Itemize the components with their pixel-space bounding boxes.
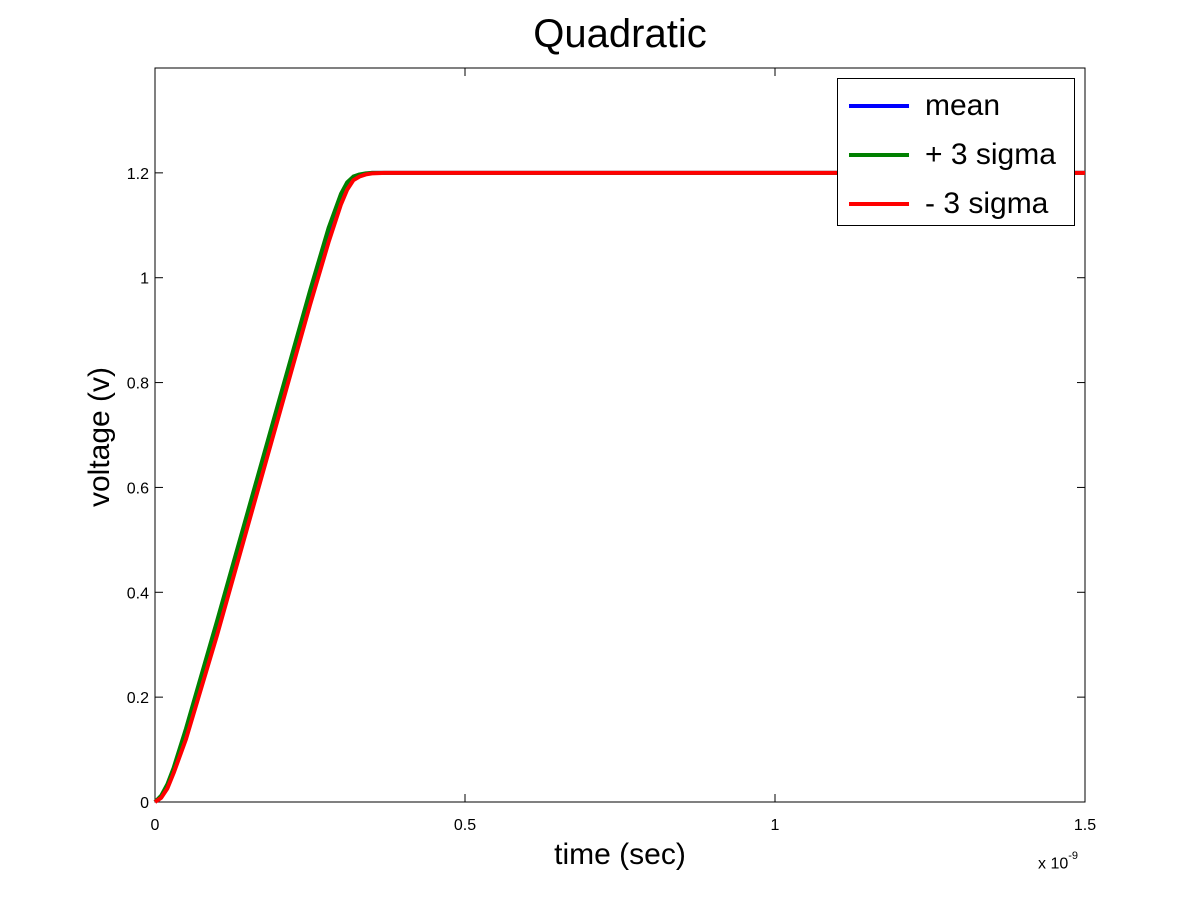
y-tick-label: 0.4 [127,585,149,602]
y-tick-label: 1 [140,271,149,288]
x-tick-label: 0 [151,817,160,834]
x-axis-exponent: x 10-9 [1038,850,1079,873]
legend: mean + 3 sigma - 3 sigma [837,78,1075,226]
y-tick-label: 0.6 [127,480,149,497]
legend-entry-plus-3-sigma: + 3 sigma [838,137,1074,177]
legend-swatch-plus-3-sigma [849,153,909,157]
x-tick-label: 0.5 [454,817,476,834]
y-axis-label: voltage (v) [83,366,116,508]
series-layer [153,170,1085,804]
series-line-mean [153,170,1085,804]
series-line-plus-3-sigma [153,170,1085,804]
legend-swatch-minus-3-sigma [849,202,909,206]
legend-label-plus-3-sigma: + 3 sigma [925,138,1056,171]
legend-swatch-mean [849,104,909,108]
x-tick-label: 1.5 [1074,817,1096,834]
x-tick-label: 1 [771,817,780,834]
legend-entry-mean: mean [838,88,1074,128]
axes-layer: 0 0.5 1 1.5 0 0.2 0.4 0.6 0.8 1 1.2 [127,67,1096,834]
legend-label-mean: mean [925,89,1001,122]
legend-entry-minus-3-sigma: - 3 sigma [838,186,1074,226]
y-tick-label: 0 [140,795,149,812]
series-line-minus-3-sigma [153,170,1085,804]
x-axis-label: time (sec) [554,838,686,871]
legend-label-minus-3-sigma: - 3 sigma [925,187,1049,220]
x-exponent-power: -9 [1068,850,1079,862]
y-tick-label: 1.2 [127,166,149,183]
y-tick-label: 0.8 [127,376,149,393]
y-tick-label: 0.2 [127,690,149,707]
axes-box [154,67,1086,803]
chart-title: Quadratic [533,12,707,56]
x-exponent-base: x 10 [1038,855,1069,873]
